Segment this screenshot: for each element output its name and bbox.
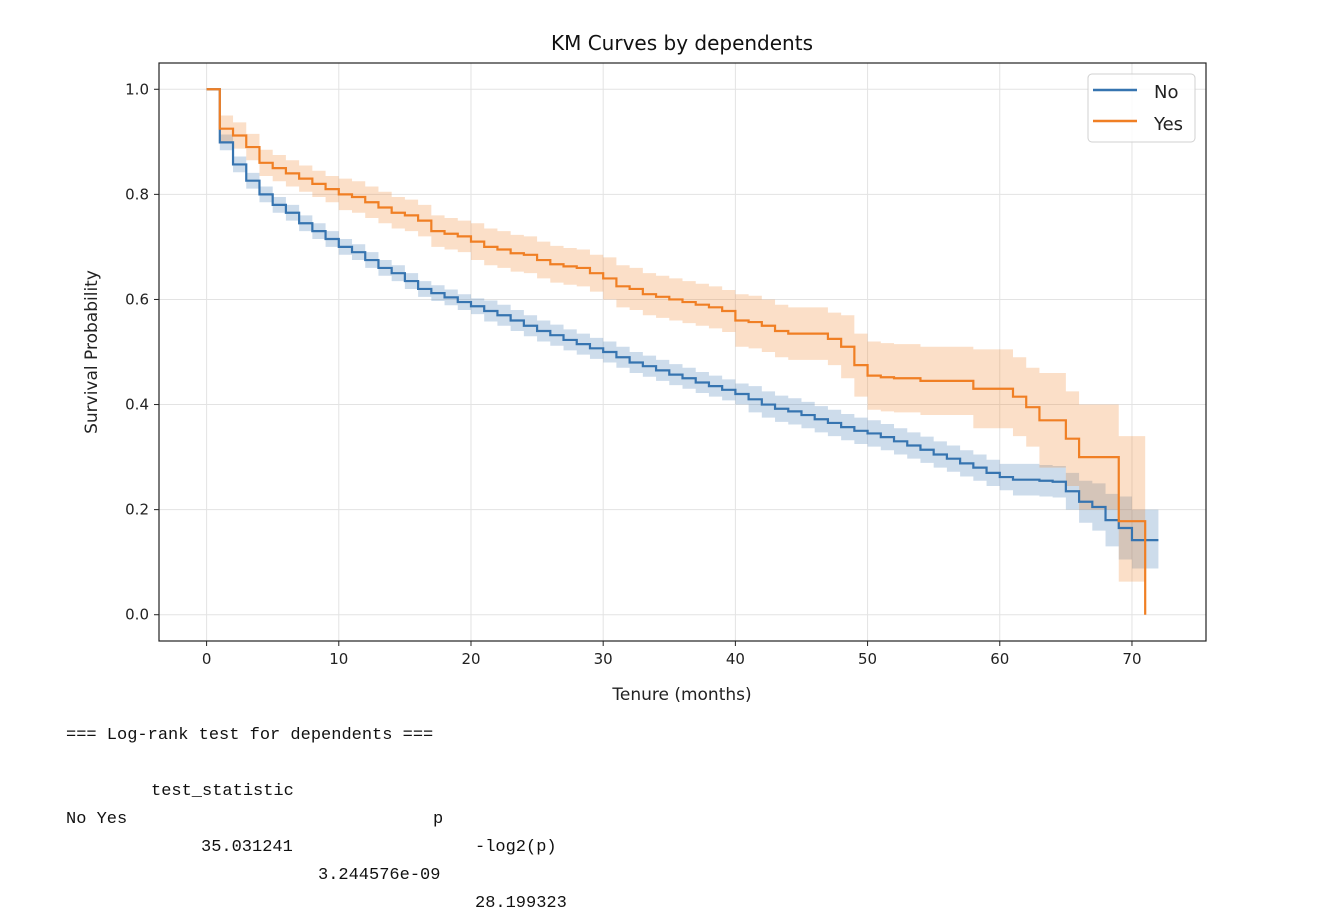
x-tick-label: 20 [461, 650, 480, 668]
legend: No Yes [1087, 73, 1196, 143]
confidence-bands [206, 89, 1159, 582]
y-tick-label: 0.6 [125, 290, 149, 308]
survival-curve-yes [206, 88, 1147, 615]
test-statistic-value: 35.031241 [201, 838, 293, 857]
legend-label-yes: Yes [1153, 114, 1183, 135]
row-label: No Yes [66, 810, 128, 829]
chart-title: KM Curves by dependents [551, 31, 813, 55]
col-test-statistic: test_statistic [151, 782, 294, 801]
logrank-heading: === Log-rank test for dependents === [66, 726, 434, 745]
y-tick-label: 1.0 [125, 80, 149, 98]
km-chart: KM Curves by dependents 0 10 20 30 40 50 60 70 … [82, 31, 1207, 705]
y-tick-label: 0.2 [125, 501, 149, 519]
col-p: p [433, 810, 444, 829]
y-tick-label: 0.4 [125, 396, 149, 414]
ci-band-no [206, 89, 1159, 569]
survival-curves [206, 88, 1159, 615]
x-tick-label: 70 [1122, 650, 1141, 668]
x-tick-label: 10 [329, 650, 348, 668]
p-value: 3.244576e-09 [318, 866, 441, 885]
legend-label-no: No [1154, 82, 1178, 103]
x-tick-label: 50 [858, 650, 877, 668]
x-tick-label: 0 [202, 650, 212, 668]
y-tick-label: 0.0 [125, 606, 149, 624]
x-tick-label: 30 [594, 650, 613, 668]
plot-frame [158, 62, 1207, 642]
grid [159, 63, 1206, 641]
neg-log2p-value: 28.199323 [475, 894, 567, 913]
y-axis-label: Survival Probability [82, 270, 102, 434]
x-axis-label: Tenure (months) [611, 685, 751, 705]
survival-curve-no [206, 88, 1159, 542]
ci-band-yes [206, 89, 1146, 582]
x-tick-label: 40 [726, 650, 745, 668]
x-tick-label: 60 [990, 650, 1009, 668]
y-tick-label: 0.8 [125, 185, 149, 203]
logrank-result-row: No Yes 35.031241 3.244576e-09 28.199323 [0, 778, 600, 918]
x-axis: 0 10 20 30 40 50 60 70 [202, 641, 1142, 668]
y-axis: 0.0 0.2 0.4 0.6 0.8 1.0 [125, 80, 159, 624]
